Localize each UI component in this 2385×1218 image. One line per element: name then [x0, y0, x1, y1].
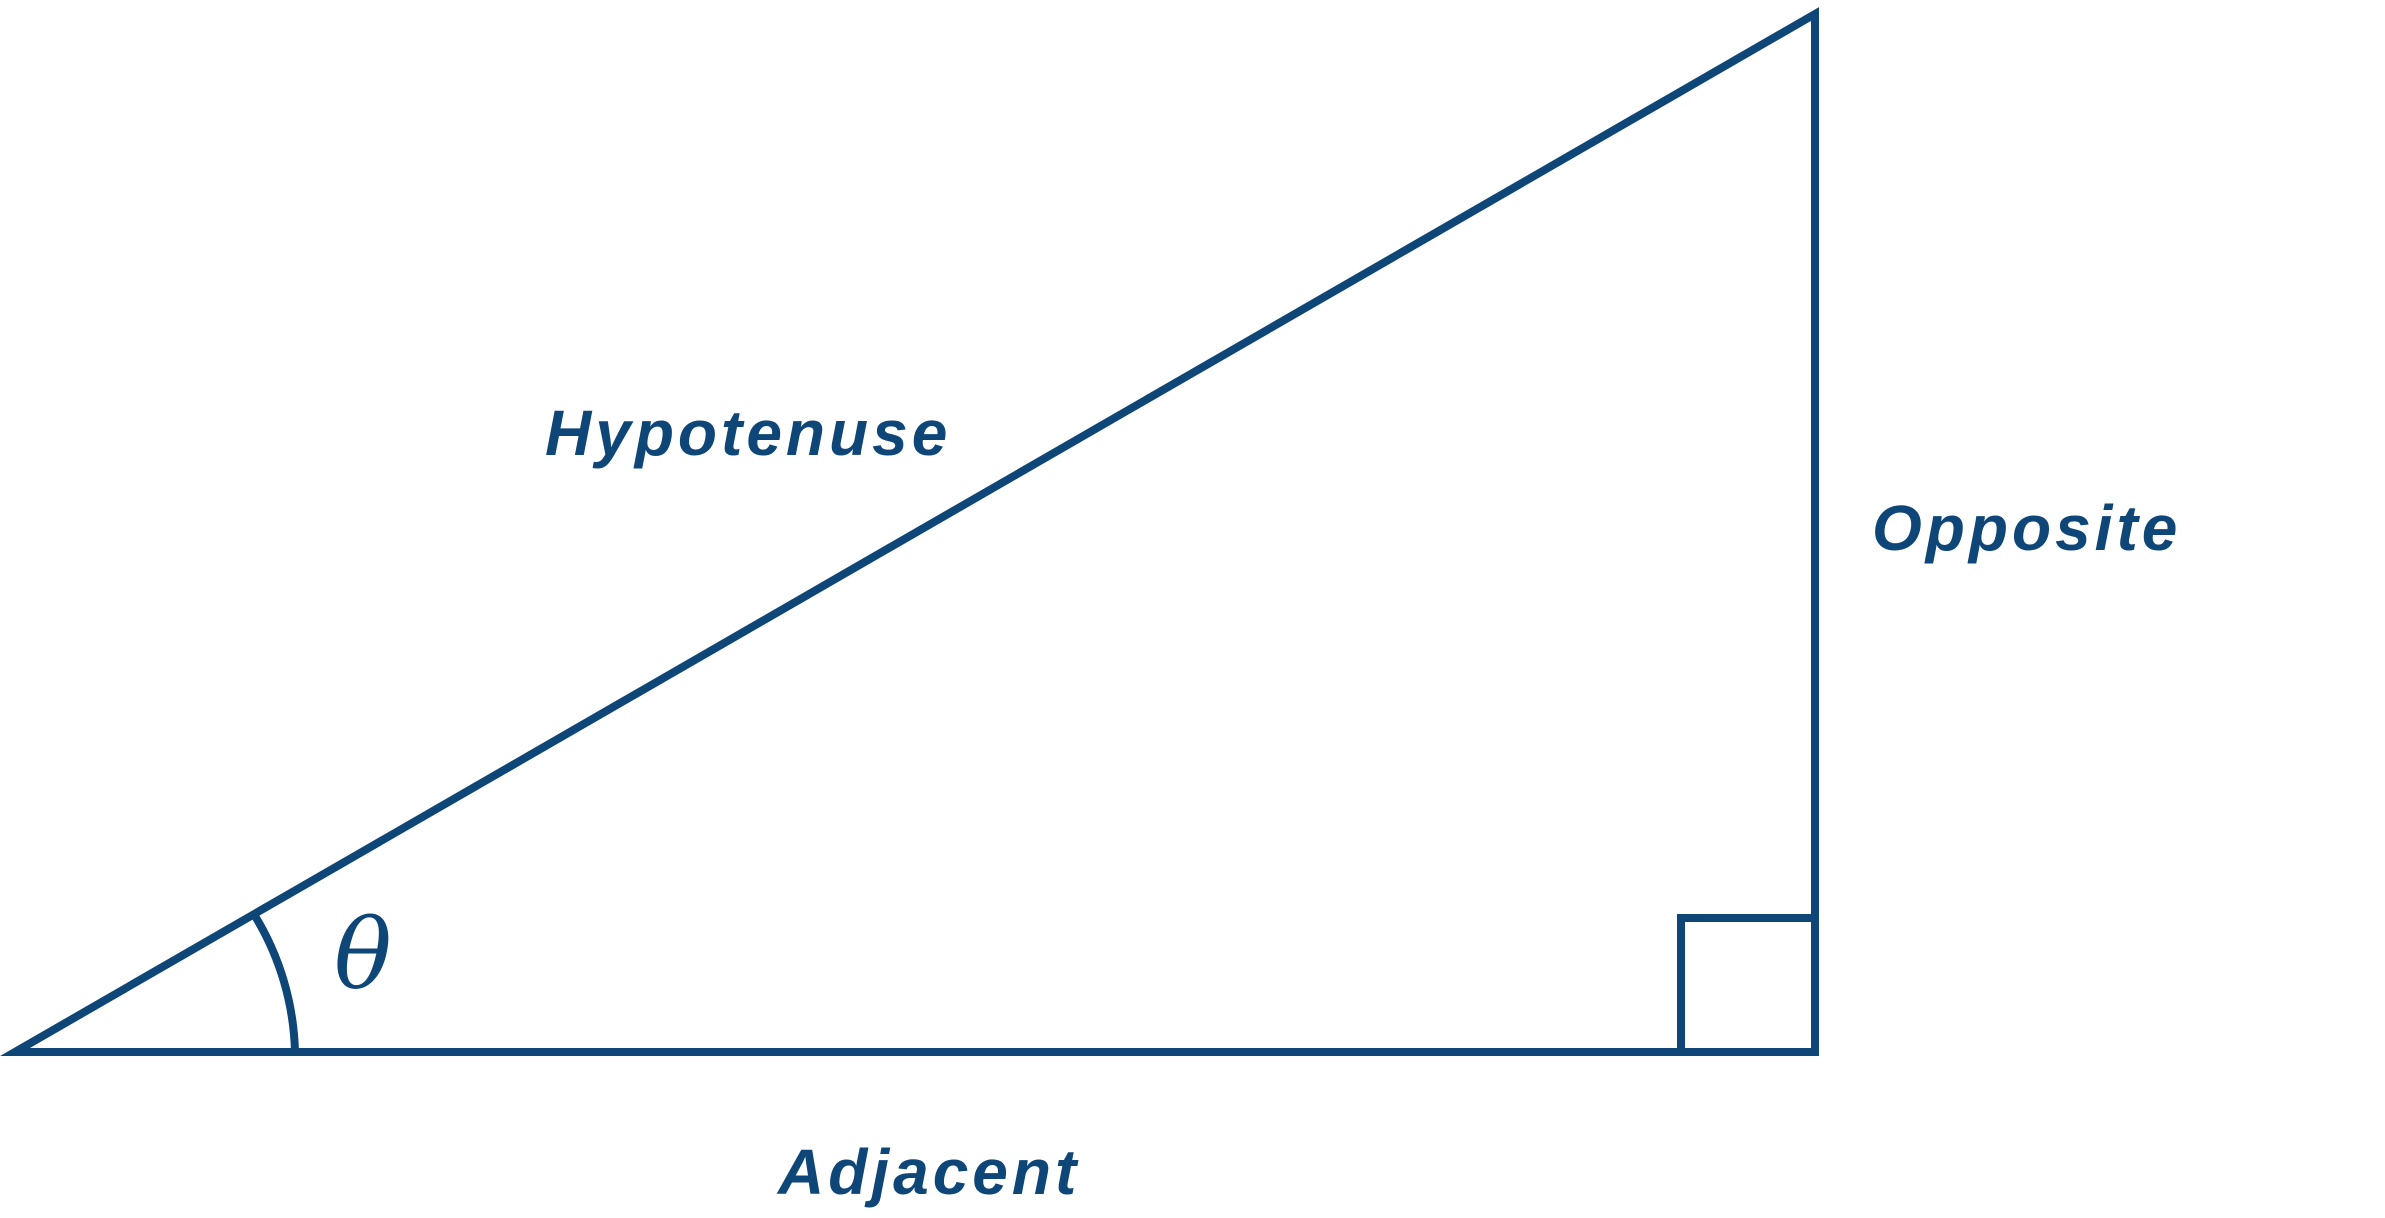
right-angle-marker [1677, 914, 1815, 1052]
angle-arc [251, 913, 299, 1053]
opposite-label: Opposite [1872, 492, 2181, 564]
hypotenuse-label: Hypotenuse [545, 397, 951, 469]
angle-theta-label: θ [334, 899, 392, 1011]
triangle-outline [0, 7, 1819, 1056]
adjacent-label: Adjacent [776, 1136, 1080, 1208]
